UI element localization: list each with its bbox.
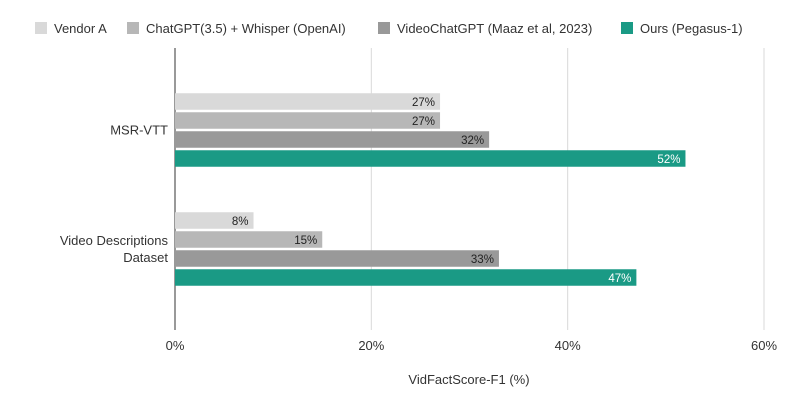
bar [175, 250, 499, 267]
data-label: 47% [608, 273, 631, 285]
data-label: 33% [471, 254, 494, 266]
bar [175, 150, 686, 167]
legend-swatch [35, 22, 47, 34]
bar [175, 112, 441, 129]
bar [175, 131, 490, 148]
x-tick-label: 20% [358, 338, 384, 353]
legend-swatch [378, 22, 390, 34]
data-label: 52% [657, 154, 680, 166]
data-label: 27% [412, 116, 435, 128]
data-label: 15% [294, 235, 317, 247]
legend-label: VideoChatGPT (Maaz et al, 2023) [397, 21, 592, 36]
data-label: 32% [461, 135, 484, 147]
legend-label: Vendor A [54, 21, 107, 36]
x-tick-label: 0% [166, 338, 185, 353]
category-label: MSR-VTT [110, 123, 168, 138]
x-axis-title: VidFactScore-F1 (%) [408, 372, 529, 387]
data-label: 27% [412, 97, 435, 109]
category-label: Video Descriptions Dataset [60, 233, 169, 265]
legend-label: ChatGPT(3.5) + Whisper (OpenAI) [146, 21, 346, 36]
x-tick-label: 40% [555, 338, 581, 353]
legend-swatch [127, 22, 139, 34]
bar [175, 93, 441, 110]
bar [175, 269, 637, 286]
bar [175, 231, 323, 248]
data-label: 8% [232, 216, 249, 228]
legend-label: Ours (Pegasus-1) [640, 21, 743, 36]
legend-swatch [621, 22, 633, 34]
bar [175, 212, 254, 229]
x-tick-label: 60% [751, 338, 777, 353]
